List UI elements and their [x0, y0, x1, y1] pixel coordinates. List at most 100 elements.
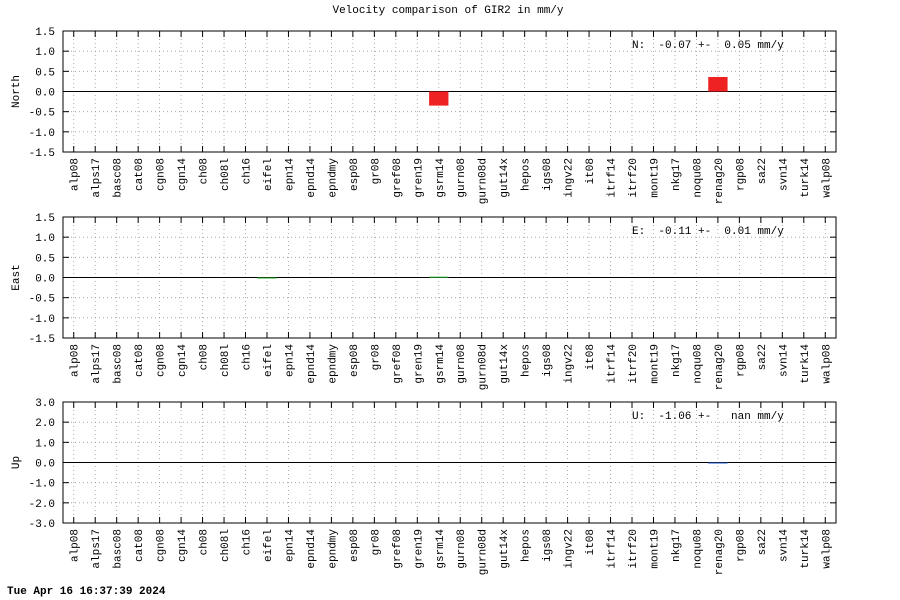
x-tick-label: gr08	[370, 158, 382, 184]
x-tick-label: mont19	[649, 529, 661, 569]
x-tick-label: sa22	[757, 158, 769, 184]
x-tick-label: basc08	[113, 158, 125, 198]
x-tick-label: esp08	[349, 529, 361, 562]
x-tick-label: it08	[585, 344, 597, 370]
x-tick-label: ch08	[199, 529, 211, 555]
x-tick-label: svn14	[778, 529, 790, 562]
y-axis-label: East	[11, 264, 23, 290]
y-tick-label: -1.5	[29, 334, 55, 346]
stats-annotation: U: -1.06 +- nan mm/y	[632, 411, 784, 423]
x-tick-label: nkg17	[671, 529, 683, 562]
x-tick-label: gr08	[370, 344, 382, 370]
x-tick-label: basc08	[113, 529, 125, 569]
x-tick-label: rgp08	[735, 158, 747, 191]
x-tick-label: noqu08	[692, 529, 704, 569]
x-tick-label: gsrm14	[435, 344, 447, 384]
x-tick-label: basc08	[113, 344, 125, 384]
x-tick-label: renag20	[714, 529, 726, 575]
y-tick-label: 1.0	[35, 47, 55, 59]
y-tick-label: 3.0	[35, 398, 55, 410]
x-tick-label: alp08	[70, 158, 82, 191]
y-tick-label: -0.5	[29, 294, 55, 306]
x-tick-label: ch08	[199, 158, 211, 184]
bar	[257, 277, 277, 279]
x-tick-label: nkg17	[671, 158, 683, 191]
x-tick-label: igs08	[542, 344, 554, 377]
y-tick-label: 0.0	[35, 88, 55, 100]
x-tick-label: gurn08	[456, 529, 468, 569]
x-tick-label: eifel	[263, 344, 275, 377]
y-tick-label: 1.0	[35, 233, 55, 245]
y-tick-label: -3.0	[29, 519, 55, 531]
x-tick-label: igs08	[542, 158, 554, 191]
x-tick-label: gurn08	[456, 344, 468, 384]
plot-frame	[62, 216, 837, 339]
y-tick-label: 0.5	[35, 67, 55, 79]
x-tick-label: gr08	[370, 529, 382, 555]
x-tick-label: alps17	[91, 158, 103, 198]
x-tick-label: ch16	[242, 158, 254, 184]
x-tick-label: gref08	[392, 344, 404, 384]
x-tick-label: ch16	[242, 529, 254, 555]
x-tick-label: rgp08	[735, 344, 747, 377]
x-tick-label: hepos	[521, 529, 533, 562]
plot-frame	[62, 401, 837, 524]
y-axis-label: North	[11, 75, 23, 108]
y-tick-label: -1.0	[29, 479, 55, 491]
x-tick-label: ch08	[199, 344, 211, 370]
x-tick-label: turk14	[800, 344, 812, 384]
x-tick-label: ch08l	[220, 158, 232, 191]
x-tick-label: gut14x	[499, 158, 511, 198]
x-tick-label: cgn14	[177, 344, 189, 377]
x-tick-label: ch08l	[220, 344, 232, 377]
x-tick-label: itrf14	[607, 158, 619, 198]
x-tick-label: itrf14	[607, 529, 619, 569]
x-tick-label: ingv22	[564, 529, 576, 569]
x-tick-label: itrf20	[628, 344, 640, 384]
x-tick-label: alp08	[70, 344, 82, 377]
x-tick-label: itrf20	[628, 529, 640, 569]
x-tick-label: cgn14	[177, 529, 189, 562]
x-tick-label: alps17	[91, 529, 103, 569]
x-tick-label: gren19	[413, 529, 425, 569]
x-tick-label: hepos	[521, 344, 533, 377]
x-tick-label: mont19	[649, 344, 661, 384]
x-tick-label: gurn08d	[478, 529, 490, 575]
y-tick-label: 1.5	[35, 213, 55, 225]
x-tick-label: it08	[585, 529, 597, 555]
x-tick-label: epnd14	[306, 529, 318, 569]
x-tick-label: eifel	[263, 529, 275, 562]
x-tick-label: mont19	[649, 158, 661, 198]
x-tick-label: cgn08	[156, 529, 168, 562]
x-tick-label: it08	[585, 158, 597, 184]
x-tick-label: epnd14	[306, 344, 318, 384]
x-tick-label: gurn08d	[478, 344, 490, 390]
y-tick-label: 0.0	[35, 459, 55, 471]
x-tick-label: rgp08	[735, 529, 747, 562]
y-tick-label: -2.0	[29, 499, 55, 511]
x-tick-label: epn14	[284, 158, 296, 191]
x-tick-label: epn14	[284, 344, 296, 377]
y-tick-label: 1.5	[35, 27, 55, 39]
x-tick-label: sa22	[757, 529, 769, 555]
x-tick-label: cgn08	[156, 158, 168, 191]
x-tick-label: epndmy	[327, 344, 339, 384]
x-tick-label: cat08	[134, 529, 146, 562]
x-tick-label: esp08	[349, 344, 361, 377]
x-tick-label: gurn08	[456, 158, 468, 198]
x-tick-label: epnd14	[306, 158, 318, 198]
x-tick-label: walp08	[821, 344, 833, 384]
stats-annotation: N: -0.07 +- 0.05 mm/y	[632, 40, 784, 52]
x-tick-label: cat08	[134, 158, 146, 191]
x-tick-label: igs08	[542, 529, 554, 562]
x-tick-label: walp08	[821, 158, 833, 198]
y-axis-label: Up	[11, 456, 23, 469]
x-tick-label: epn14	[284, 529, 296, 562]
y-tick-label: -1.0	[29, 128, 55, 140]
stats-annotation: E: -0.11 +- 0.01 mm/y	[632, 226, 784, 238]
x-tick-label: gut14x	[499, 344, 511, 384]
x-tick-label: gsrm14	[435, 158, 447, 198]
x-tick-label: eifel	[263, 158, 275, 191]
bar	[708, 76, 728, 92]
